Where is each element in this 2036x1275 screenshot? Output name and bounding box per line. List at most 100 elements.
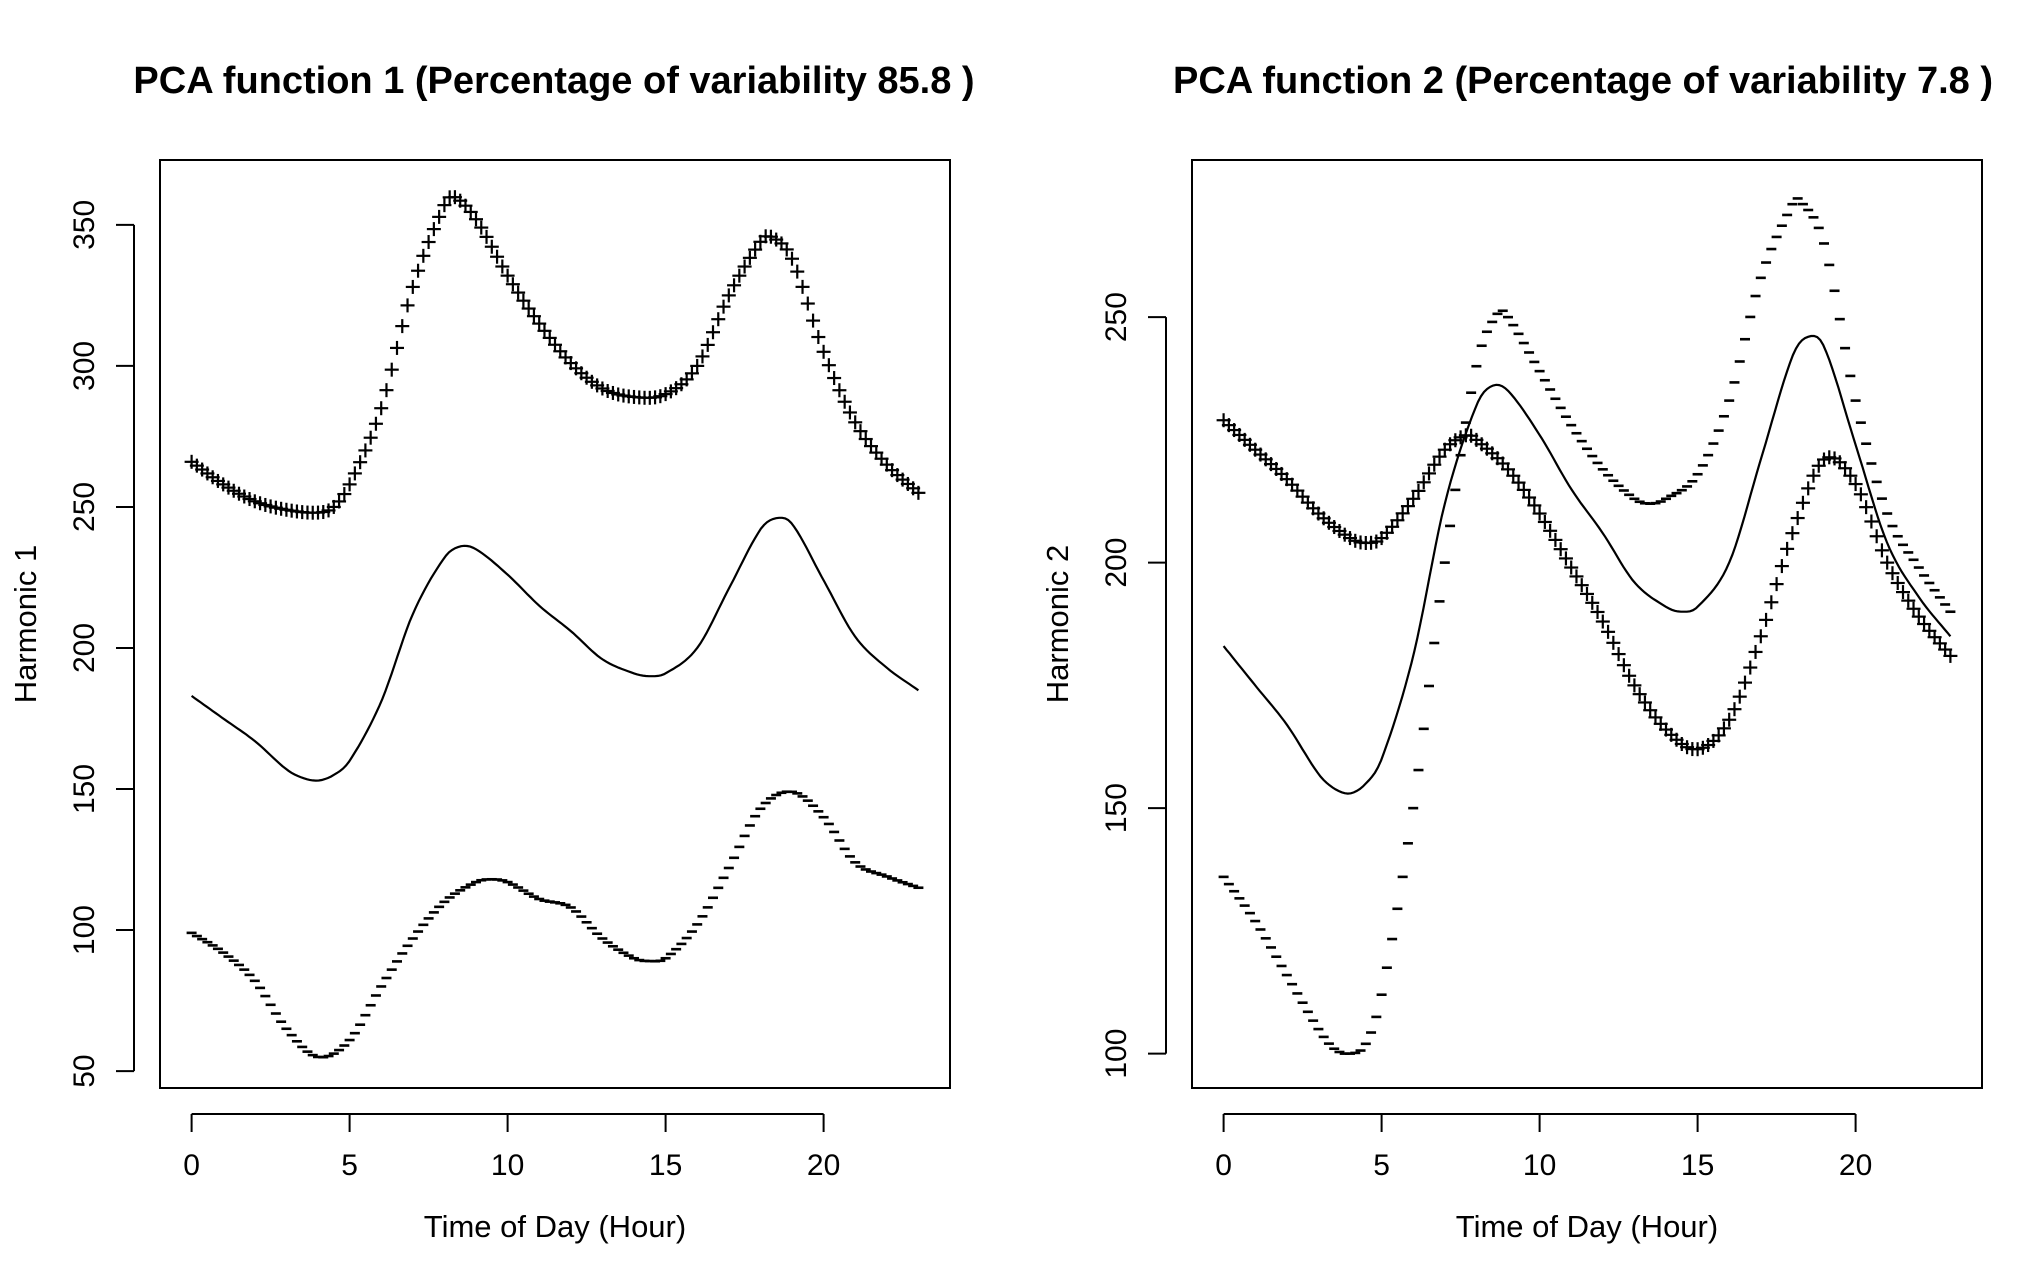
series-line [1222, 334, 1952, 795]
plot-frame [1191, 159, 1983, 1089]
plus-marker [479, 229, 494, 244]
plus-marker [474, 220, 489, 235]
plus-marker [785, 251, 799, 266]
plus-marker [1511, 475, 1526, 490]
plus-marker [332, 494, 347, 509]
plus-marker [1911, 609, 1926, 624]
plus-marker [521, 301, 536, 316]
plus-marker [358, 443, 373, 458]
series-plus-markers [1216, 413, 1958, 757]
plus-marker [1843, 468, 1858, 483]
plus-marker [1711, 728, 1726, 743]
plus-marker [516, 293, 531, 308]
plus-marker [690, 358, 705, 373]
plus-marker [1748, 644, 1763, 659]
plus-marker [737, 259, 752, 274]
series-plus-markers [184, 190, 926, 520]
plus-marker [811, 330, 826, 345]
plus-marker [748, 242, 763, 257]
plus-marker [1727, 702, 1742, 717]
plus-marker [1743, 660, 1758, 675]
plus-marker [1411, 483, 1426, 498]
plus-marker [1764, 595, 1779, 610]
plus-marker [1416, 475, 1431, 490]
plus-marker [800, 296, 815, 311]
y-tick-label: 150 [68, 764, 101, 814]
plus-marker [1890, 575, 1905, 590]
plus-marker [416, 248, 431, 263]
x-axis-label: Time of Day (Hour) [1456, 1209, 1718, 1244]
plus-marker [1859, 500, 1874, 515]
y-tick-label: 50 [68, 1054, 101, 1087]
y-tick-label: 150 [1100, 783, 1133, 833]
plus-marker [463, 204, 478, 219]
plus-marker [790, 264, 805, 279]
x-tick-label: 15 [649, 1149, 682, 1182]
plus-marker [1422, 466, 1436, 481]
plus-marker [1553, 542, 1568, 557]
plus-marker [853, 424, 868, 439]
plus-marker [437, 198, 452, 213]
plus-marker [721, 288, 736, 303]
series-line [1222, 334, 1952, 795]
plus-marker [342, 477, 357, 492]
plus-marker [842, 405, 857, 420]
plus-marker [1838, 461, 1853, 476]
plus-marker [1722, 712, 1737, 727]
plus-marker [1606, 635, 1621, 650]
plus-marker [1732, 689, 1747, 704]
x-tick-label: 5 [341, 1149, 358, 1182]
plus-marker [426, 222, 441, 237]
plus-marker [353, 455, 368, 470]
plus-marker [1901, 593, 1916, 608]
plus-marker [1627, 678, 1642, 693]
y-tick-label: 350 [68, 200, 101, 250]
series-minus-markers [1218, 197, 1956, 1055]
series-minus-markers [186, 790, 924, 1059]
plus-marker [1869, 529, 1884, 544]
plus-marker [732, 268, 747, 283]
plus-marker [1601, 624, 1616, 639]
plus-marker [706, 325, 720, 340]
plus-marker [779, 242, 794, 257]
plus-marker [1516, 482, 1531, 497]
plus-marker [1716, 721, 1731, 736]
y-axis-label: Harmonic 1 [8, 545, 43, 704]
plus-marker [1896, 585, 1910, 600]
plus-marker [727, 278, 742, 293]
plus-marker [1616, 658, 1631, 673]
series-line [190, 516, 920, 782]
y-tick-label: 100 [68, 905, 101, 955]
plus-marker [495, 259, 510, 274]
plus-marker [821, 358, 836, 373]
plus-marker [363, 430, 378, 445]
x-tick-label: 20 [1839, 1149, 1872, 1182]
plus-marker [1595, 614, 1610, 629]
plus-marker [816, 344, 831, 359]
plus-marker [806, 313, 821, 328]
x-tick-label: 10 [1523, 1149, 1556, 1182]
plus-marker [1759, 612, 1774, 627]
plus-marker [395, 319, 410, 334]
plus-marker [1853, 487, 1868, 502]
plus-marker [837, 394, 852, 409]
plus-marker [1880, 555, 1895, 570]
y-axis: 50 100 150 200 250 300 350 [68, 200, 135, 1088]
plus-marker [1569, 569, 1584, 584]
plus-marker [1738, 675, 1752, 690]
y-tick-label: 250 [68, 482, 101, 532]
plus-marker [716, 299, 731, 314]
plus-marker [1906, 601, 1921, 616]
x-tick-label: 0 [183, 1149, 200, 1182]
x-tick-label: 0 [1215, 1149, 1232, 1182]
plus-marker [911, 485, 926, 500]
plus-marker [1785, 526, 1800, 541]
plus-marker [1795, 495, 1810, 510]
series-line [190, 516, 920, 782]
plus-marker [1848, 477, 1863, 492]
plus-marker [1790, 511, 1805, 526]
plus-marker [684, 366, 699, 381]
plus-marker [827, 371, 842, 386]
